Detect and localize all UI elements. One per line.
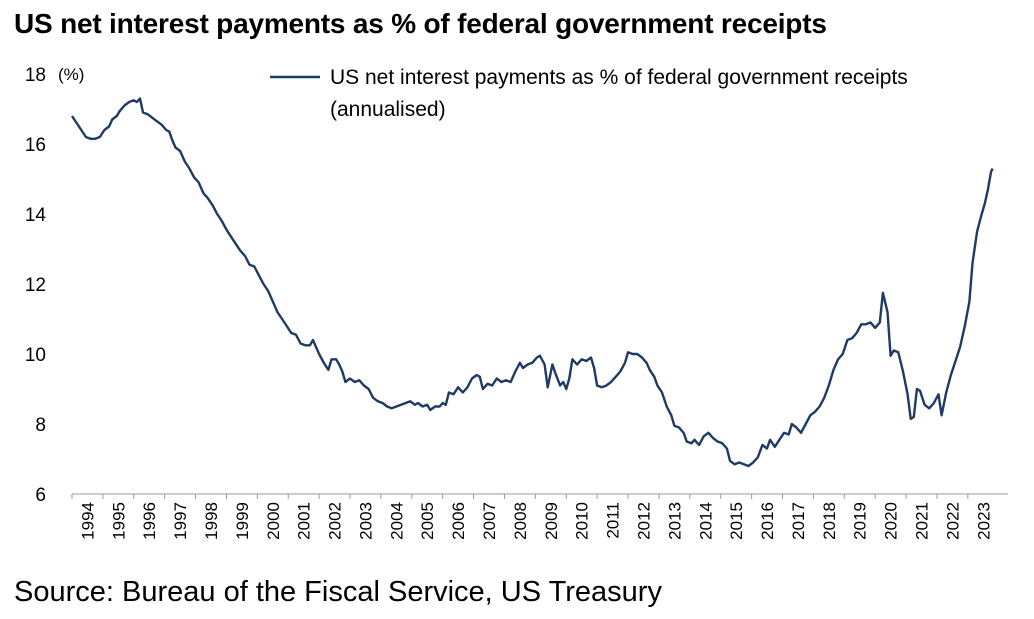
x-tick-label: 2004 xyxy=(387,502,406,540)
y-axis: 6 8 10 12 14 16 18 xyxy=(25,65,47,506)
source-note: Source: Bureau of the Fiscal Service, US… xyxy=(14,576,662,608)
x-tick-label: 2006 xyxy=(449,502,468,540)
x-tick-label: 1999 xyxy=(233,502,252,540)
plot-area xyxy=(70,97,994,468)
x-tick-label: 2003 xyxy=(356,502,375,540)
x-tick-label: 2023 xyxy=(974,502,993,540)
x-tick-label: 2005 xyxy=(418,502,437,540)
chart-title: US net interest payments as % of federal… xyxy=(14,8,827,39)
x-tick-label: 2002 xyxy=(326,502,345,540)
x-tick-label: 2001 xyxy=(295,502,314,540)
legend-label-line2: (annualised) xyxy=(330,98,446,121)
y-tick-label: 8 xyxy=(35,415,46,436)
y-tick-label: 18 xyxy=(25,65,46,86)
x-axis: 1994 1995 1996 1997 1998 1999 2000 2001 2002 2003… xyxy=(71,493,1008,540)
x-tick-label: 2011 xyxy=(604,502,623,539)
x-tick-label: 1998 xyxy=(202,502,221,540)
x-tick-label: 2012 xyxy=(634,502,653,540)
x-tick-label: 2009 xyxy=(542,502,561,540)
y-tick-label: 14 xyxy=(25,205,47,226)
x-tick-label: 2007 xyxy=(480,502,499,540)
legend-label-line1: US net interest payments as % of federal… xyxy=(330,66,908,89)
x-tick-label: 1995 xyxy=(109,502,128,540)
y-tick-label: 16 xyxy=(25,135,46,156)
y-unit-label: (%) xyxy=(58,65,84,84)
y-tick-label: 12 xyxy=(25,275,46,296)
x-tick-label: 2021 xyxy=(913,502,932,540)
x-tick-label: 2000 xyxy=(264,502,283,540)
x-tick-label: 2015 xyxy=(727,502,746,540)
x-tick-label: 2018 xyxy=(820,502,839,540)
x-tick-label: 2022 xyxy=(943,502,962,540)
x-tick-label: 1996 xyxy=(140,502,159,540)
y-tick-label: 10 xyxy=(25,345,46,366)
y-tick-label: 6 xyxy=(35,485,46,506)
x-tick-label: 2014 xyxy=(696,502,715,540)
x-tick-label: 2019 xyxy=(851,502,870,540)
x-tick-label: 2016 xyxy=(758,502,777,540)
x-tick-label: 2013 xyxy=(665,502,684,540)
x-tick-label: 1994 xyxy=(78,502,97,540)
x-tick-label: 1997 xyxy=(171,502,190,540)
series-line xyxy=(70,97,994,468)
x-tick-label: 2008 xyxy=(511,502,530,540)
legend: US net interest payments as % of federal… xyxy=(270,66,908,121)
x-tick-label: 2010 xyxy=(573,502,592,540)
x-tick-label: 2020 xyxy=(882,502,901,540)
x-tick-label: 2017 xyxy=(789,502,808,540)
